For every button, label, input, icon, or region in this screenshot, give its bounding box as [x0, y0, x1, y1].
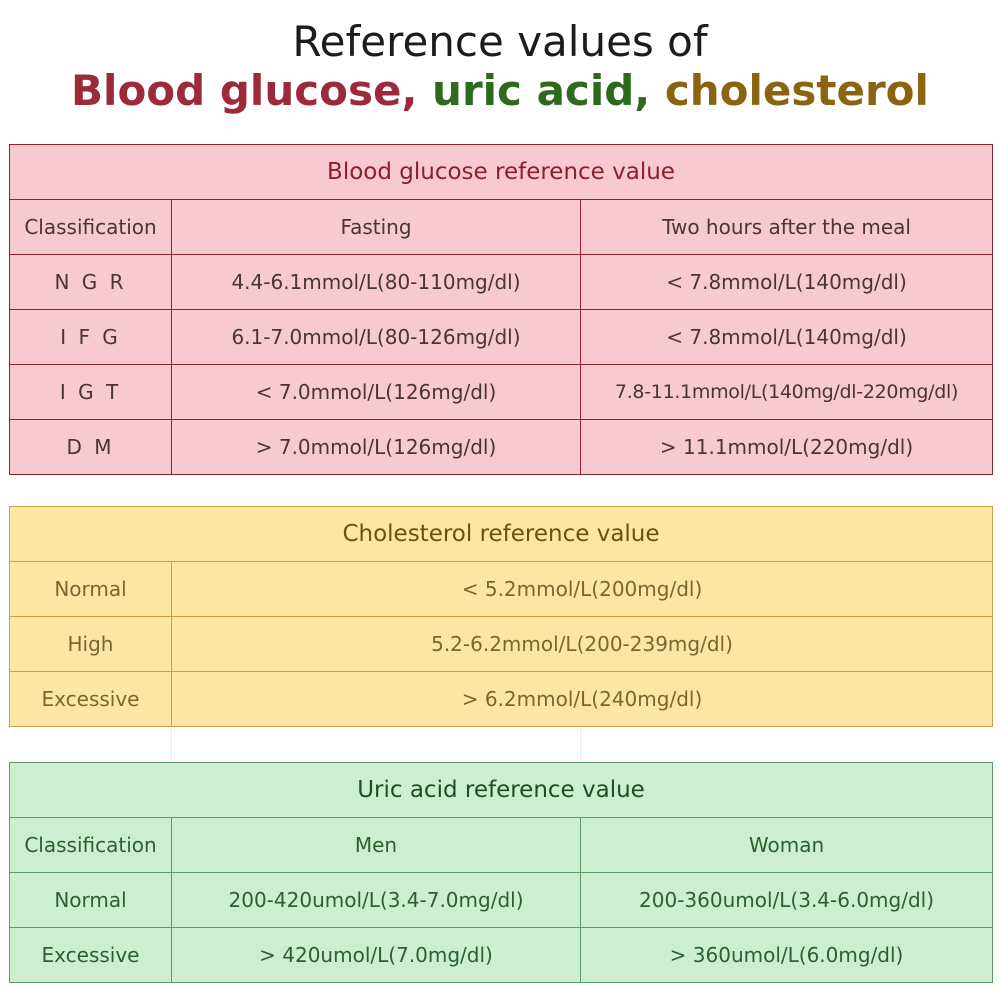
table-row: High 5.2-6.2mmol/L(200-239mg/dl): [9, 616, 993, 672]
table-row: N G R 4.4-6.1mmol/L(80-110mg/dl) < 7.8mm…: [9, 254, 994, 310]
cholesterol-value-cell: < 5.2mmol/L(200mg/dl): [171, 561, 993, 617]
title-comma-1: ,: [401, 66, 418, 115]
glucose-fasting-cell: 6.1-7.0mmol/L(80-126mg/dl): [171, 309, 581, 365]
table-row: D M > 7.0mmol/L(126mg/dl) > 11.1mmol/L(2…: [9, 419, 994, 475]
cholesterol-table-header: Cholesterol reference value: [9, 506, 993, 562]
glucose-table-header: Blood glucose reference value: [8, 144, 994, 200]
glucose-fasting-cell: > 7.0mmol/L(126mg/dl): [171, 419, 581, 475]
table-row: I F G 6.1-7.0mmol/L(80-126mg/dl) < 7.8mm…: [9, 309, 994, 365]
uric-men-cell: > 420umol/L(7.0mg/dl): [171, 927, 581, 983]
glucose-fasting-cell: < 7.0mmol/L(126mg/dl): [171, 364, 581, 420]
uric-class-cell: Normal: [9, 872, 172, 928]
glucose-after-cell: < 7.8mmol/L(140mg/dl): [579, 254, 994, 310]
glucose-class-cell: N G R: [9, 254, 172, 310]
page-title-line-1: Reference values of: [292, 17, 708, 66]
cholesterol-table: Cholesterol reference value Normal < 5.2…: [9, 506, 993, 727]
cholesterol-value-cell: > 6.2mmol/L(240mg/dl): [171, 671, 993, 727]
cholesterol-class-cell: Normal: [9, 561, 172, 617]
table-row: Excessive > 6.2mmol/L(240mg/dl): [9, 671, 993, 727]
divider: [171, 728, 172, 762]
glucose-fasting-cell: 4.4-6.1mmol/L(80-110mg/dl): [171, 254, 581, 310]
table-row: Normal 200-420umol/L(3.4-7.0mg/dl) 200-3…: [9, 872, 994, 928]
glucose-class-cell: I G T: [9, 364, 172, 420]
uric-col-classification: Classification: [9, 817, 172, 873]
uric-woman-cell: 200-360umol/L(3.4-6.0mg/dl): [579, 872, 994, 928]
cholesterol-class-cell: Excessive: [9, 671, 172, 727]
title-comma-2: ,: [634, 66, 651, 115]
cholesterol-class-cell: High: [9, 616, 172, 672]
uric-class-cell: Excessive: [9, 927, 172, 983]
uric-col-woman: Woman: [579, 817, 994, 873]
glucose-table: Blood glucose reference value Classifica…: [8, 144, 994, 475]
table-row: Excessive > 420umol/L(7.0mg/dl) > 360umo…: [9, 927, 994, 983]
glucose-after-cell: 7.8-11.1mmol/L(140mg/dl-220mg/dl): [579, 364, 994, 420]
table-row: Normal < 5.2mmol/L(200mg/dl): [9, 561, 993, 617]
glucose-after-cell: < 7.8mmol/L(140mg/dl): [579, 309, 994, 365]
title-uric-acid: uric acid: [432, 66, 635, 115]
glucose-class-cell: D M: [9, 419, 172, 475]
title-blood-glucose: Blood glucose: [71, 66, 402, 115]
title-cholesterol: cholesterol: [664, 66, 929, 115]
glucose-class-cell: I F G: [9, 309, 172, 365]
table-row: I G T < 7.0mmol/L(126mg/dl) 7.8-11.1mmol…: [9, 364, 994, 420]
page-title-line-2: Blood glucose, uric acid, cholesterol: [0, 66, 1000, 116]
glucose-col-classification: Classification: [9, 199, 172, 255]
uric-woman-cell: > 360umol/L(6.0mg/dl): [579, 927, 994, 983]
divider: [580, 728, 581, 762]
uric-men-cell: 200-420umol/L(3.4-7.0mg/dl): [171, 872, 581, 928]
cholesterol-value-cell: 5.2-6.2mmol/L(200-239mg/dl): [171, 616, 993, 672]
glucose-after-cell: > 11.1mmol/L(220mg/dl): [579, 419, 994, 475]
glucose-col-fasting: Fasting: [171, 199, 581, 255]
uric-acid-table: Uric acid reference value Classification…: [8, 762, 994, 983]
glucose-col-after-meal: Two hours after the meal: [579, 199, 994, 255]
uric-col-men: Men: [171, 817, 581, 873]
uric-table-header: Uric acid reference value: [8, 762, 994, 818]
